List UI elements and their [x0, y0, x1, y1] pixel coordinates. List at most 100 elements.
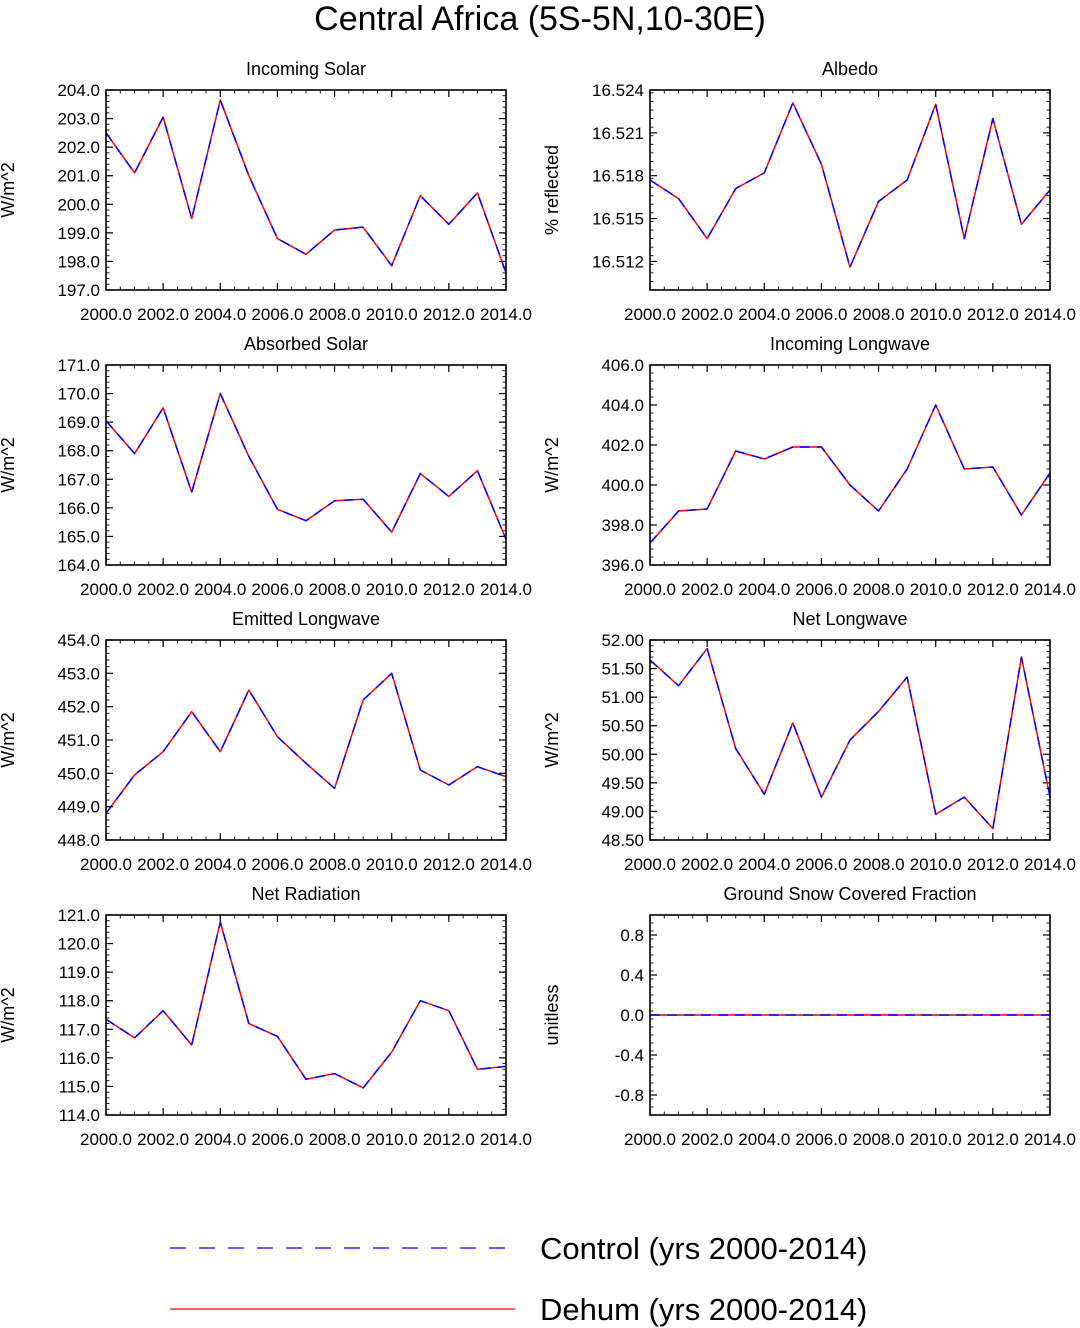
y-tick-label: -0.4 — [615, 1046, 644, 1065]
y-axis-label: W/m^2 — [0, 162, 18, 217]
x-tick-label: 2006.0 — [251, 305, 303, 324]
y-tick-label: 452.0 — [57, 698, 100, 717]
x-tick-label: 2012.0 — [967, 1130, 1019, 1149]
x-tick-label: 2014.0 — [480, 305, 532, 324]
y-tick-label: 448.0 — [57, 831, 100, 850]
panel-4: Emitted Longwave W/m^2 448.0 449.0 450.0 451.… — [0, 609, 532, 874]
y-tick-label: 121.0 — [57, 906, 100, 925]
panel-5: Net Longwave W/m^2 48.50 49.00 49.50 50.00 50.… — [542, 609, 1076, 874]
y-tick-label: 451.0 — [57, 731, 100, 750]
y-tick-label: 116.0 — [59, 1049, 100, 1068]
series-line-control — [649, 404, 1051, 544]
plot-frame — [105, 639, 507, 841]
y-axis-label: W/m^2 — [0, 712, 18, 767]
x-tick-label: 2006.0 — [795, 1130, 847, 1149]
x-tick-label: 2012.0 — [967, 305, 1019, 324]
x-tick-label: 2010.0 — [366, 855, 418, 874]
panel-title: Net Longwave — [792, 609, 907, 629]
y-tick-label: 50.00 — [601, 745, 644, 764]
y-tick-label: 199.0 — [57, 224, 100, 243]
x-tick-label: 2010.0 — [910, 580, 962, 599]
y-tick-label: 202.0 — [57, 138, 100, 157]
panel-title: Absorbed Solar — [244, 334, 368, 354]
y-tick-label: 50.50 — [601, 717, 644, 736]
plot-frame — [649, 89, 1051, 291]
y-tick-label: 396.0 — [601, 556, 644, 575]
y-tick-label: 171.0 — [57, 356, 100, 375]
y-tick-label: 406.0 — [601, 356, 644, 375]
x-tick-label: 2010.0 — [366, 580, 418, 599]
figure-title: Central Africa (5S-5N,10-30E) — [314, 0, 766, 38]
y-axis-label: W/m^2 — [542, 712, 562, 767]
x-tick-label: 2008.0 — [853, 855, 905, 874]
y-axis-label: W/m^2 — [0, 987, 18, 1042]
series-line-dehum — [105, 672, 507, 814]
plot-frame — [105, 914, 507, 1116]
y-tick-label: 114.0 — [59, 1106, 100, 1125]
x-tick-label: 2000.0 — [624, 580, 676, 599]
x-tick-label: 2000.0 — [80, 580, 132, 599]
y-tick-label: 201.0 — [57, 167, 100, 186]
x-tick-label: 2010.0 — [366, 305, 418, 324]
x-tick-label: 2010.0 — [910, 855, 962, 874]
panel-3: Incoming Longwave W/m^2 396.0 398.0 400.0 402… — [542, 334, 1076, 599]
y-tick-label: 0.0 — [620, 1006, 644, 1025]
y-tick-label: 0.8 — [620, 926, 644, 945]
y-tick-label: 449.0 — [57, 798, 100, 817]
y-tick-label: 51.50 — [601, 660, 644, 679]
panel-title: Albedo — [822, 59, 878, 79]
x-tick-label: 2000.0 — [80, 855, 132, 874]
x-tick-label: 2008.0 — [309, 1130, 361, 1149]
y-tick-label: 16.512 — [592, 252, 644, 271]
x-tick-label: 2004.0 — [194, 305, 246, 324]
y-tick-label: 200.0 — [57, 195, 100, 214]
x-tick-label: 2008.0 — [853, 1130, 905, 1149]
x-tick-label: 2014.0 — [1024, 855, 1076, 874]
x-tick-label: 2006.0 — [251, 855, 303, 874]
x-tick-label: 2008.0 — [853, 305, 905, 324]
y-tick-label: 16.524 — [592, 81, 644, 100]
y-tick-label: 404.0 — [601, 396, 644, 415]
x-tick-label: 2004.0 — [738, 580, 790, 599]
y-axis-label: % reflected — [542, 145, 562, 235]
panel-6: Net Radiation W/m^2 114.0 115.0 116.0 117.0 11… — [0, 884, 532, 1149]
series-line-control — [105, 921, 507, 1089]
plot-frame — [105, 364, 507, 566]
y-tick-label: 203.0 — [57, 110, 100, 129]
y-tick-label: 49.00 — [601, 802, 644, 821]
x-tick-label: 2004.0 — [194, 1130, 246, 1149]
series-line-dehum — [649, 404, 1051, 544]
panel-title: Emitted Longwave — [232, 609, 380, 629]
y-tick-label: 49.50 — [601, 774, 644, 793]
y-tick-label: 51.00 — [601, 688, 644, 707]
legend: Control (yrs 2000-2014) Dehum (yrs 2000-… — [170, 1231, 867, 1327]
y-tick-label: 169.0 — [57, 413, 100, 432]
x-tick-label: 2002.0 — [137, 855, 189, 874]
x-tick-label: 2004.0 — [194, 580, 246, 599]
series-line-dehum — [649, 647, 1051, 830]
x-tick-label: 2006.0 — [795, 580, 847, 599]
y-tick-label: 120.0 — [57, 935, 100, 954]
panel-0: Incoming Solar W/m^2 197.0 198.0 199.0 200.0 2… — [0, 59, 532, 324]
panel-1: Albedo % reflected 16.512 16.515 16.518 16.52… — [542, 59, 1076, 324]
y-tick-label: 16.515 — [592, 210, 644, 229]
y-tick-label: 400.0 — [601, 476, 644, 495]
y-axis-label: W/m^2 — [542, 437, 562, 492]
y-tick-label: 165.0 — [57, 527, 100, 546]
x-tick-label: 2002.0 — [137, 580, 189, 599]
x-tick-label: 2004.0 — [738, 855, 790, 874]
plot-frame — [649, 364, 1051, 566]
x-tick-label: 2010.0 — [910, 1130, 962, 1149]
y-tick-label: 450.0 — [57, 764, 100, 783]
panel-title: Net Radiation — [251, 884, 360, 904]
y-tick-label: 115.0 — [59, 1077, 100, 1096]
x-tick-label: 2014.0 — [480, 855, 532, 874]
x-tick-label: 2000.0 — [624, 305, 676, 324]
x-tick-label: 2002.0 — [681, 305, 733, 324]
x-tick-label: 2006.0 — [251, 1130, 303, 1149]
y-tick-label: 453.0 — [57, 664, 100, 683]
x-tick-label: 2012.0 — [423, 305, 475, 324]
x-tick-label: 2000.0 — [80, 1130, 132, 1149]
y-tick-label: 402.0 — [601, 436, 644, 455]
x-tick-label: 2014.0 — [480, 1130, 532, 1149]
